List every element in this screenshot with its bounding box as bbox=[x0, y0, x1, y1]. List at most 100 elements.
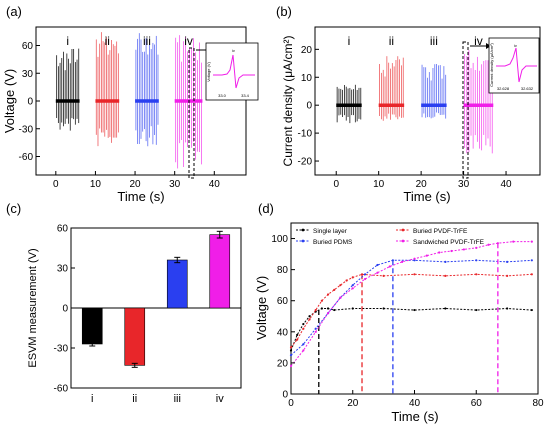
a-group-label: i bbox=[66, 34, 69, 48]
panel-d-ylabel: Voltage (V) bbox=[254, 276, 269, 340]
panel-d-xlabel: Time (s) bbox=[391, 409, 438, 424]
panel-d-series-0 bbox=[290, 307, 532, 351]
panel-a-zoom-box bbox=[188, 47, 195, 179]
panel-d-point bbox=[351, 287, 354, 290]
panel-d-point bbox=[530, 240, 533, 243]
panel-a-inset-xtick-0: 33.0 bbox=[218, 93, 227, 98]
panel-c-y-ticks: 60 30 0 -30 -60 bbox=[54, 224, 75, 395]
panel-d-point bbox=[302, 343, 305, 346]
panel-d-ytick-label: 100 bbox=[271, 234, 288, 245]
panel-d-xtick-label: 20 bbox=[347, 398, 359, 409]
panel-d-xtick-label: 80 bbox=[532, 398, 544, 409]
b-group-label: iv bbox=[474, 34, 483, 48]
panel-d-point bbox=[444, 260, 447, 263]
panel-d-point bbox=[530, 273, 533, 276]
panel-d-point bbox=[320, 307, 323, 310]
panel-a-ylabel: Voltage (V) bbox=[2, 69, 17, 133]
panel-b-x-ticks: 0 10 20 30 40 bbox=[333, 171, 512, 190]
panel-d-legend: Single layer Buried PVDF-TrFE Buried PDMS S… bbox=[296, 228, 485, 246]
panel-d-point bbox=[308, 318, 311, 321]
panel-d-x-ticks: 0 20 40 60 80 bbox=[288, 390, 544, 409]
panel-d-legend-label: Buried PDMS bbox=[313, 239, 353, 246]
panel-d-legend-label: Buried PVDF-TrFE bbox=[413, 228, 468, 235]
panel-b-inset-mark: iv bbox=[514, 43, 517, 48]
panel-d-ytick-label: 60 bbox=[277, 296, 289, 307]
panel-d-point bbox=[314, 308, 317, 312]
panel-b-frame bbox=[314, 26, 541, 176]
panel-d-point bbox=[326, 293, 330, 296]
panel-d-xtick-label: 60 bbox=[471, 398, 483, 409]
panel-d-point bbox=[376, 271, 379, 274]
b-xtick-label: 20 bbox=[416, 179, 428, 190]
panel-d-point bbox=[302, 322, 305, 326]
panel-d-ytick-label: 0 bbox=[282, 390, 288, 401]
b-group-label: i bbox=[348, 34, 351, 48]
a-group-label: iv bbox=[184, 34, 193, 48]
panel-c-tag: (c) bbox=[6, 201, 21, 216]
panel-d-legend-marker bbox=[401, 239, 405, 243]
panel-a-inset-ylabel: Voltage (V) bbox=[206, 61, 211, 81]
a-ytick-label: 30 bbox=[22, 69, 34, 80]
panel-d-point bbox=[320, 299, 323, 302]
panel-d-point bbox=[382, 274, 385, 277]
a-ytick-label: -60 bbox=[19, 152, 34, 163]
panel-d-legend-marker bbox=[301, 239, 305, 243]
panel-c-ylabel: ESVM measurement (V) bbox=[27, 248, 39, 367]
panel-b-inset-xtick-0: 32.628 bbox=[497, 86, 510, 91]
panel-a-inset: iv Voltage (V) 33.0 33.4 bbox=[205, 42, 259, 101]
panel-c-bar-i bbox=[81, 307, 103, 345]
panel-d-point bbox=[475, 246, 478, 249]
panel-d-point bbox=[506, 274, 509, 277]
b-ytick-label: -10 bbox=[298, 129, 313, 140]
panel-c-ytick-label: 30 bbox=[57, 264, 69, 275]
a-xtick-label: 0 bbox=[53, 179, 59, 190]
panel-d-point bbox=[413, 257, 416, 260]
panel-b-tag: (b) bbox=[276, 4, 292, 19]
panel-c-bar-iv bbox=[209, 234, 231, 309]
panel-b-zoom-box bbox=[462, 41, 469, 179]
panel-d-point bbox=[345, 279, 348, 282]
panel-d-point bbox=[487, 243, 490, 246]
panel-d-point bbox=[339, 296, 342, 299]
panel-d-legend-marker bbox=[401, 228, 405, 232]
panel-a-y-ticks: 60 30 0 -30 -60 bbox=[19, 41, 40, 163]
panel-d-point bbox=[438, 251, 441, 254]
panel-d-point bbox=[506, 260, 509, 263]
panel-d-point bbox=[530, 308, 533, 312]
panel-d-tag: (d) bbox=[258, 201, 274, 216]
panel-d-point bbox=[351, 284, 354, 287]
panel-d-point bbox=[413, 273, 416, 276]
b-xtick-label: 0 bbox=[333, 179, 339, 190]
panel-d-point bbox=[475, 259, 478, 262]
a-xtick-label: 20 bbox=[129, 179, 141, 190]
a-xtick-label: 30 bbox=[169, 179, 181, 190]
panel-c-bar-iii bbox=[166, 259, 188, 309]
panel-a-tag: (a) bbox=[6, 4, 22, 19]
a-group-label: iii bbox=[143, 34, 151, 48]
panel-d-point bbox=[450, 249, 453, 253]
a-group-label: ii bbox=[105, 34, 110, 48]
panel-d-point bbox=[326, 312, 330, 315]
panel-b-zoom-arrowhead bbox=[486, 43, 491, 49]
panel-a-inset-mark: iv bbox=[232, 48, 235, 53]
panel-d-legend-marker bbox=[301, 228, 305, 232]
panel-d-point bbox=[425, 254, 428, 257]
panel-d-point bbox=[382, 307, 385, 310]
panel-c-category-label: iii bbox=[174, 393, 181, 405]
panel-a-inset-waveform bbox=[213, 54, 255, 89]
panel-d-point bbox=[289, 349, 293, 352]
panel-d-point bbox=[302, 327, 305, 330]
b-ytick-label: 10 bbox=[301, 73, 313, 84]
panel-c-category-label: iv bbox=[216, 393, 224, 405]
panel-d-point bbox=[444, 307, 447, 310]
b-group-label: ii bbox=[389, 34, 394, 48]
panel-b-inset: iv Current density (μA/cm²) 32.628 32.63… bbox=[488, 37, 540, 94]
panel-d-point bbox=[289, 364, 293, 368]
panel-b-y-ticks: 20 10 0 -10 -20 bbox=[298, 45, 319, 168]
panel-d-y-ticks: 0 20 40 60 80 100 bbox=[271, 234, 295, 401]
panel-c-category-label: i bbox=[91, 393, 93, 405]
b-ytick-label: 0 bbox=[306, 101, 312, 112]
panel-c-ytick-label: 0 bbox=[62, 304, 68, 315]
